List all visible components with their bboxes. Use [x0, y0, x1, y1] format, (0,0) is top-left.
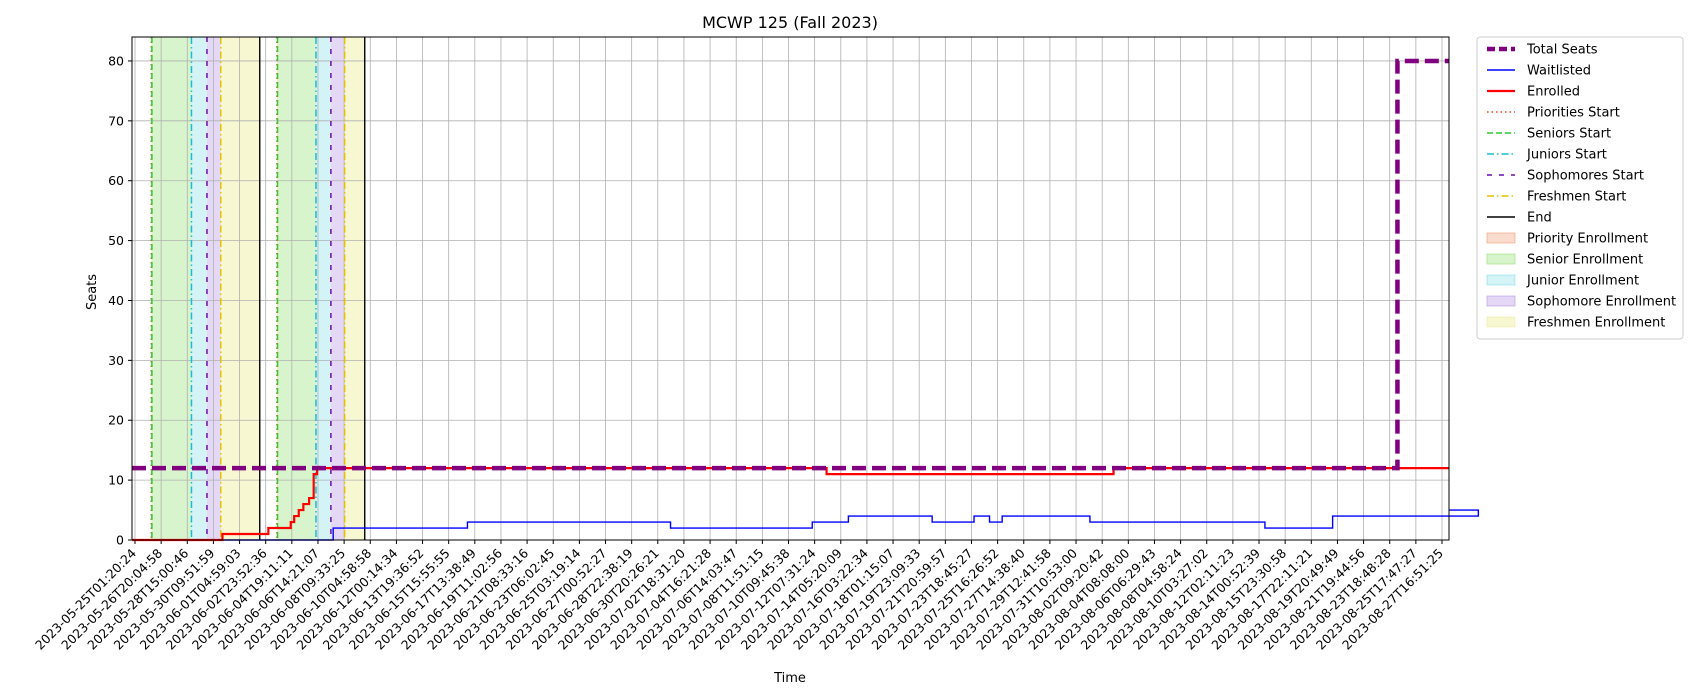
priority-enrollment-band-2 [276, 37, 278, 540]
y-ticks: 0 10 20 30 40 50 60 70 80 [108, 53, 132, 548]
total-seats-series [132, 58, 1449, 471]
junior-enrollment-band-1 [191, 37, 207, 540]
y-tick-label: 10 [108, 473, 124, 488]
senior-enrollment-band-2 [277, 37, 316, 540]
total-seats-legend-label: Total Seats [1526, 43, 1598, 58]
series-lines [132, 58, 1480, 542]
waitlisted-legend-label: Waitlisted [1527, 64, 1591, 79]
sophomore-enrollment-legend-label: Sophomore Enrollment [1527, 295, 1676, 310]
sophomore-enrollment-legend-swatch [1486, 295, 1516, 307]
sophomore-enrollment-band-2 [330, 37, 345, 540]
senior-enrollment-band-1 [151, 37, 192, 540]
junior-enrollment-band-2 [315, 37, 331, 540]
freshmen-enrollment-band-1 [220, 37, 260, 540]
enrolled-legend-label: Enrolled [1527, 85, 1580, 100]
seniors-start-legend-label: Seniors Start [1527, 127, 1611, 142]
y-axis-label: Seats [85, 274, 100, 310]
period-lines [150, 37, 366, 540]
freshmen-enrollment-legend-label: Freshmen Enrollment [1527, 316, 1665, 331]
freshmen-enrollment-band-2 [344, 37, 365, 540]
priority-enrollment-legend-swatch [1486, 232, 1516, 244]
priority-enrollment-band-1 [151, 37, 152, 540]
y-tick-label: 70 [108, 113, 124, 128]
plot-border [131, 36, 1450, 541]
junior-enrollment-legend-label: Junior Enrollment [1526, 274, 1639, 289]
y-tick-label: 80 [108, 53, 124, 68]
y-tick-label: 20 [108, 413, 124, 428]
juniors-start-legend-label: Juniors Start [1526, 148, 1607, 163]
y-tick-label: 30 [108, 353, 124, 368]
plot-frame [131, 36, 1450, 541]
chart-title: MCWP 125 (Fall 2023) [702, 13, 878, 32]
y-tick-label: 50 [108, 233, 124, 248]
junior-enrollment-legend-swatch [1486, 274, 1516, 286]
end-legend-label: End [1527, 211, 1552, 226]
priority-enrollment-legend-label: Priority Enrollment [1527, 232, 1648, 247]
enrolled-series [132, 467, 1449, 542]
legend: Total Seats Waitlisted Enrolled Priorities … [1476, 36, 1684, 340]
y-tick-label: 0 [116, 533, 124, 548]
senior-enrollment-legend-swatch [1486, 253, 1516, 265]
sophomores-start-legend-label: Sophomores Start [1527, 169, 1644, 184]
freshmen-enrollment-legend-swatch [1486, 316, 1516, 328]
x-axis-label: Time [773, 671, 806, 686]
freshmen-start-legend-label: Freshmen Start [1527, 190, 1626, 205]
enrollment-bands [151, 37, 365, 540]
priorities-start-legend-label: Priorities Start [1527, 106, 1620, 121]
legend-box [1476, 36, 1684, 340]
y-tick-label: 60 [108, 173, 124, 188]
waitlisted-series [132, 509, 1480, 541]
sophomore-enrollment-band-1 [206, 37, 221, 540]
x-ticks: 2023-05-25T01:20:242023-05-26T20:04:5820… [32, 540, 1446, 653]
grid [132, 37, 1449, 541]
senior-enrollment-legend-label: Senior Enrollment [1527, 253, 1643, 268]
y-tick-label: 40 [108, 293, 124, 308]
